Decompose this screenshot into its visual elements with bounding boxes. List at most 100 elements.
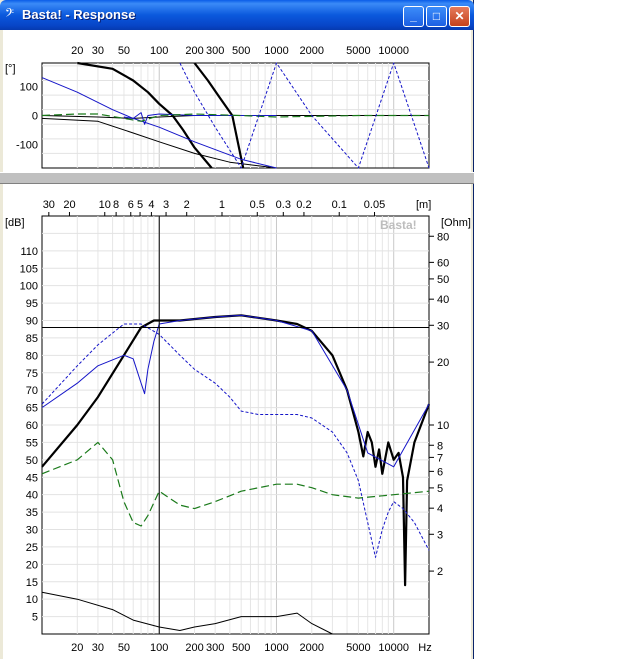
magnitude-chart[interactable]: Basta! 20 30 50 100 200 300 500 1000 2000 5000 100… xyxy=(3,184,471,659)
ohm-y-tick-labels: 80 60 50 40 30 20 10 87 6 5 4 3 2 xyxy=(429,231,449,578)
x-tick-label: 10000 xyxy=(378,642,409,654)
y-tick-label: 85 xyxy=(26,333,38,345)
y-tick-label: 50 xyxy=(26,455,38,467)
distance-tick-label: 0.3 xyxy=(276,199,291,211)
ohm-tick-label: 6 xyxy=(437,466,443,478)
x-tick-label: 500 xyxy=(232,45,250,57)
y-tick-label: 0 xyxy=(32,111,38,123)
x-tick-label: 1000 xyxy=(264,642,288,654)
bass-clef-icon: 𝄢 xyxy=(5,7,15,23)
y-tick-label: 75 xyxy=(26,368,38,380)
ohm-tick-label: 5 xyxy=(437,483,443,495)
distance-tick-label: 5 xyxy=(137,199,143,211)
y-tick-label: 95 xyxy=(26,298,38,310)
y-tick-label: 10 xyxy=(26,594,38,606)
y-tick-label: 80 xyxy=(26,350,38,362)
distance-tick-label: 8 xyxy=(113,199,119,211)
ohm-tick-label: 10 xyxy=(437,420,449,432)
response-window: 𝄢 Basta! - Response _ □ ✕ 20 30 50 100 200 30… xyxy=(0,0,474,659)
x-tick-label: 5000 xyxy=(346,642,370,654)
ohm-tick-label: 20 xyxy=(437,357,449,369)
y-tick-label: 100 xyxy=(20,81,38,93)
ohm-tick-label: 40 xyxy=(437,294,449,306)
y-tick-label: 5 xyxy=(32,612,38,624)
x-tick-label: 200 xyxy=(185,45,203,57)
basta-watermark: Basta! xyxy=(380,218,417,232)
x-tick-label: 5000 xyxy=(346,45,370,57)
y-tick-label: 65 xyxy=(26,403,38,415)
distance-tick-label: 30 xyxy=(43,199,55,211)
ohm-axis-label: [Ohm] xyxy=(441,217,471,229)
x-tick-label: Hz xyxy=(418,642,431,654)
y-tick-label: 90 xyxy=(26,316,38,328)
series-line-3 xyxy=(41,117,429,169)
x-tick-label: 10000 xyxy=(378,45,409,57)
x-tick-label: 50 xyxy=(118,642,130,654)
phase-y-axis-label: [°] xyxy=(5,63,16,75)
distance-x-tick-labels: 30 20 10 8 6 5 4 3 2 1 0.5 0.3 0.2 0.1 0.05 xyxy=(43,199,385,216)
close-button[interactable]: ✕ xyxy=(449,6,470,27)
distance-tick-label: 4 xyxy=(148,199,154,211)
y-tick-label: 70 xyxy=(26,385,38,397)
maximize-button[interactable]: □ xyxy=(426,6,447,27)
x-tick-label: 500 xyxy=(232,642,250,654)
distance-tick-label: 10 xyxy=(99,199,111,211)
series-line-2 xyxy=(193,62,245,169)
distance-tick-label: 3 xyxy=(163,199,169,211)
ohm-tick-label: 80 xyxy=(437,231,449,243)
y-tick-label: 100 xyxy=(20,281,38,293)
db-y-tick-labels: 1101051009590858075706560555045403530252… xyxy=(20,246,38,624)
x-tick-label: 30 xyxy=(92,45,104,57)
distance-tick-label: 1 xyxy=(219,199,225,211)
distance-tick-label: 2 xyxy=(184,199,190,211)
phase-chart[interactable]: 20 30 50 100 200 300 500 1000 2000 5000 10000 100 0… xyxy=(3,30,471,172)
ohm-tick-label: 60 xyxy=(437,257,449,269)
y-tick-label: 15 xyxy=(26,577,38,589)
phase-y-tick-labels: 100 0 -100 xyxy=(16,81,38,151)
y-tick-label: 20 xyxy=(26,559,38,571)
distance-tick-label: 0.05 xyxy=(364,199,385,211)
magnitude-chart-panel: Basta! 20 30 50 100 200 300 500 1000 2000 5000 100… xyxy=(3,184,471,659)
minimize-button[interactable]: _ xyxy=(403,6,424,27)
x-tick-label: 200 xyxy=(185,642,203,654)
series-line-4 xyxy=(41,441,430,527)
window-title: Basta! - Response xyxy=(22,7,136,22)
phase-x-tick-labels: 20 30 50 100 200 300 500 1000 2000 5000 10000 xyxy=(71,45,409,57)
y-tick-label: 25 xyxy=(26,542,38,554)
distance-tick-label: 0.2 xyxy=(296,199,311,211)
x-tick-label: 20 xyxy=(71,45,83,57)
ohm-tick-label: 7 xyxy=(437,452,443,464)
ohm-tick-label: 8 xyxy=(437,440,443,452)
phase-series xyxy=(41,61,430,169)
distance-axis-label: [m] xyxy=(416,199,431,211)
y-tick-label: 40 xyxy=(26,490,38,502)
x-tick-label: 20 xyxy=(71,642,83,654)
y-tick-label: 45 xyxy=(26,472,38,484)
ohm-tick-label: 2 xyxy=(437,566,443,578)
x-tick-label: 50 xyxy=(118,45,130,57)
ohm-tick-label: 4 xyxy=(437,503,443,515)
y-tick-label: 35 xyxy=(26,507,38,519)
x-tick-label: 2000 xyxy=(300,642,324,654)
y-tick-label: 105 xyxy=(20,263,38,275)
x-tick-label: 300 xyxy=(206,45,224,57)
y-tick-label: -100 xyxy=(16,140,38,152)
y-tick-label: 110 xyxy=(20,246,38,258)
y-tick-label: 60 xyxy=(26,420,38,432)
db-axis-label: [dB] xyxy=(5,217,25,229)
distance-tick-label: 0.5 xyxy=(250,199,265,211)
distance-tick-label: 0.1 xyxy=(332,199,347,211)
distance-tick-label: 20 xyxy=(63,199,75,211)
x-tick-label: 1000 xyxy=(264,45,288,57)
series-line-7 xyxy=(41,113,429,122)
x-tick-label: 2000 xyxy=(300,45,324,57)
pane-splitter[interactable] xyxy=(0,172,474,184)
x-tick-label: 300 xyxy=(206,642,224,654)
series-line-4 xyxy=(41,115,429,119)
series-line-5 xyxy=(41,591,359,635)
y-tick-label: 55 xyxy=(26,437,38,449)
title-bar[interactable]: 𝄢 Basta! - Response _ □ ✕ xyxy=(0,0,474,30)
phase-chart-panel: 20 30 50 100 200 300 500 1000 2000 5000 10000 100 0… xyxy=(3,30,471,172)
distance-tick-label: 6 xyxy=(128,199,134,211)
cursor-crosshair xyxy=(42,216,429,634)
